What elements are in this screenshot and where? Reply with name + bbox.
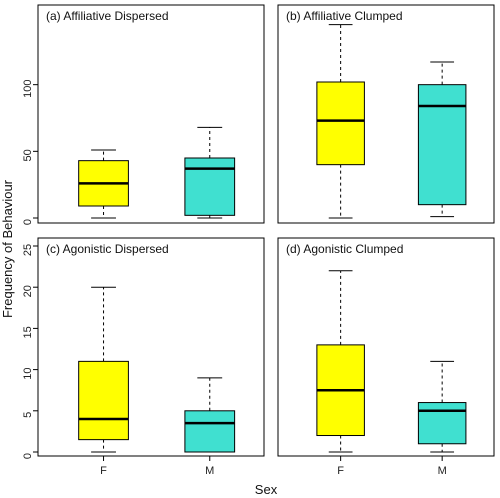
box-m	[417, 84, 467, 206]
x-tick-label: M	[205, 465, 214, 477]
y-tick-label: 10	[22, 367, 34, 379]
box-m	[184, 410, 236, 453]
panel-frame	[277, 4, 495, 224]
y-tick-label: 0	[22, 453, 34, 459]
box-f	[78, 360, 129, 441]
y-tick-label: 25	[22, 244, 34, 256]
x-tick-label: M	[438, 465, 447, 477]
y-tick-label: 5	[22, 412, 34, 418]
y-tick-label: 20	[22, 285, 34, 297]
panel-frame	[37, 4, 265, 224]
y-tick-label: 50	[22, 149, 34, 161]
box-m	[184, 157, 236, 216]
x-axis-label: Sex	[255, 482, 278, 497]
panel-3: (c) Agonistic Dispersed 0 5 10 15 20 25 F M	[22, 237, 265, 477]
y-tick-label: 0	[22, 219, 34, 225]
x-tick-label: F	[100, 465, 107, 477]
y-tick-label: 15	[22, 326, 34, 338]
panel-frame	[277, 237, 495, 457]
panel-4: (d) Agonistic Clumped F M	[277, 237, 495, 477]
panel-2: (b) Affiliative Clumped	[277, 4, 495, 224]
panel-title: (c) Agonistic Dispersed	[46, 242, 169, 256]
panel-title: (b) Affiliative Clumped	[286, 9, 403, 23]
box-f	[316, 81, 365, 166]
y-tick-label: 100	[22, 79, 34, 97]
y-axis-label: Frequency of Behaviour	[0, 179, 15, 318]
panel-1: (a) Affiliative Dispersed 0 50 100	[22, 4, 265, 225]
panel-frame	[37, 237, 265, 457]
box-m	[417, 402, 467, 445]
x-tick-label: F	[337, 465, 344, 477]
panel-title: (a) Affiliative Dispersed	[46, 9, 169, 23]
panel-title: (d) Agonistic Clumped	[286, 242, 403, 256]
